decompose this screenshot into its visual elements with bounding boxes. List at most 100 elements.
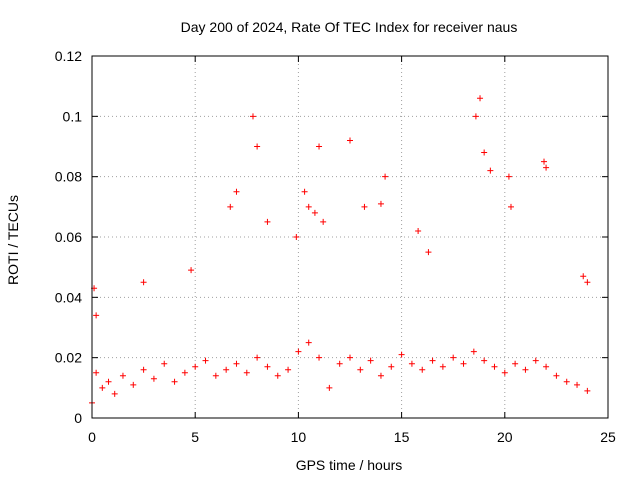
- data-point: [223, 366, 230, 373]
- data-point: [522, 366, 529, 373]
- data-point: [450, 354, 457, 361]
- data-point: [347, 137, 353, 144]
- data-point: [543, 164, 550, 171]
- axis-ticks: [91, 55, 609, 419]
- data-point: [512, 360, 519, 367]
- data-point: [295, 348, 302, 355]
- x-tick-label: 20: [497, 429, 513, 445]
- x-axis-label: GPS time / hours: [296, 457, 403, 473]
- data-point: [367, 357, 374, 364]
- data-point: [419, 366, 426, 373]
- data-point: [311, 209, 318, 216]
- data-point: [254, 143, 261, 150]
- data-point: [316, 354, 323, 361]
- y-tick-labels: 0 0.02 0.04 0.06 0.08 0.1 0.12: [55, 48, 82, 426]
- y-axis-label: ROTI / TECUs: [5, 195, 21, 285]
- data-point: [563, 378, 570, 385]
- data-point: [439, 363, 446, 370]
- y-tick-label: 0.1: [63, 108, 83, 124]
- y-tick-label: 0: [74, 410, 82, 426]
- grid-lines: [92, 56, 608, 418]
- data-point: [188, 267, 195, 274]
- data-point: [481, 357, 488, 364]
- x-tick-label: 0: [88, 429, 96, 445]
- data-point: [227, 203, 234, 210]
- data-point: [93, 369, 100, 376]
- data-point: [553, 372, 560, 379]
- data-point: [233, 188, 240, 195]
- x-tick-label: 10: [291, 429, 307, 445]
- data-point: [326, 384, 333, 391]
- data-point: [254, 354, 261, 361]
- data-point: [161, 360, 168, 367]
- data-point: [491, 363, 498, 370]
- data-point: [501, 369, 508, 376]
- data-point: [487, 167, 494, 174]
- data-point: [415, 227, 422, 234]
- data-point: [264, 218, 271, 225]
- chart-title: Day 200 of 2024, Rate Of TEC Index for r…: [181, 19, 518, 35]
- y-tick-label: 0.04: [55, 289, 82, 305]
- data-point: [305, 203, 312, 210]
- y-tick-label: 0.06: [55, 229, 82, 245]
- data-point: [532, 357, 539, 364]
- data-point: [171, 378, 178, 385]
- data-point: [541, 158, 548, 165]
- data-point: [361, 203, 368, 210]
- data-point: [320, 218, 327, 225]
- data-point: [505, 173, 512, 180]
- data-points: [89, 95, 591, 406]
- data-point: [285, 366, 292, 373]
- data-point: [316, 143, 323, 150]
- data-point: [507, 203, 514, 210]
- data-point: [477, 95, 484, 102]
- data-point: [202, 357, 209, 364]
- data-point: [336, 360, 343, 367]
- y-tick-label: 0.08: [55, 169, 82, 185]
- data-point: [408, 360, 415, 367]
- data-point: [347, 354, 353, 361]
- data-point: [543, 363, 550, 370]
- data-point: [93, 312, 100, 319]
- data-point: [150, 375, 157, 382]
- data-point: [460, 360, 467, 367]
- data-point: [377, 372, 384, 379]
- data-point: [584, 279, 591, 286]
- data-point: [192, 363, 199, 370]
- data-point: [425, 249, 432, 256]
- data-point: [119, 372, 126, 379]
- data-point: [181, 369, 188, 376]
- data-point: [305, 339, 312, 346]
- data-point: [140, 366, 147, 373]
- data-point: [398, 351, 405, 358]
- data-point: [249, 113, 256, 120]
- data-point: [429, 357, 436, 364]
- data-point: [212, 372, 219, 379]
- x-tick-label: 5: [191, 429, 199, 445]
- data-point: [388, 363, 395, 370]
- data-point: [233, 360, 240, 367]
- x-tick-label: 15: [394, 429, 410, 445]
- data-point: [140, 279, 147, 286]
- data-point: [111, 390, 118, 397]
- plot-frame: [91, 55, 609, 419]
- y-tick-label: 0.02: [55, 350, 82, 366]
- data-point: [472, 113, 479, 120]
- data-point: [243, 369, 250, 376]
- data-point: [580, 273, 587, 280]
- data-point: [301, 188, 308, 195]
- x-tick-labels: 0 5 10 15 20 25: [88, 429, 616, 445]
- data-point: [99, 384, 106, 391]
- y-tick-label: 0.12: [55, 48, 82, 64]
- data-point: [293, 234, 300, 240]
- data-point: [105, 378, 112, 385]
- data-point: [382, 173, 389, 180]
- data-point: [481, 149, 488, 156]
- x-tick-label: 25: [600, 429, 616, 445]
- data-point: [264, 363, 271, 370]
- data-point: [377, 200, 384, 207]
- data-point: [130, 381, 137, 388]
- data-point: [584, 387, 591, 394]
- data-point: [274, 372, 281, 379]
